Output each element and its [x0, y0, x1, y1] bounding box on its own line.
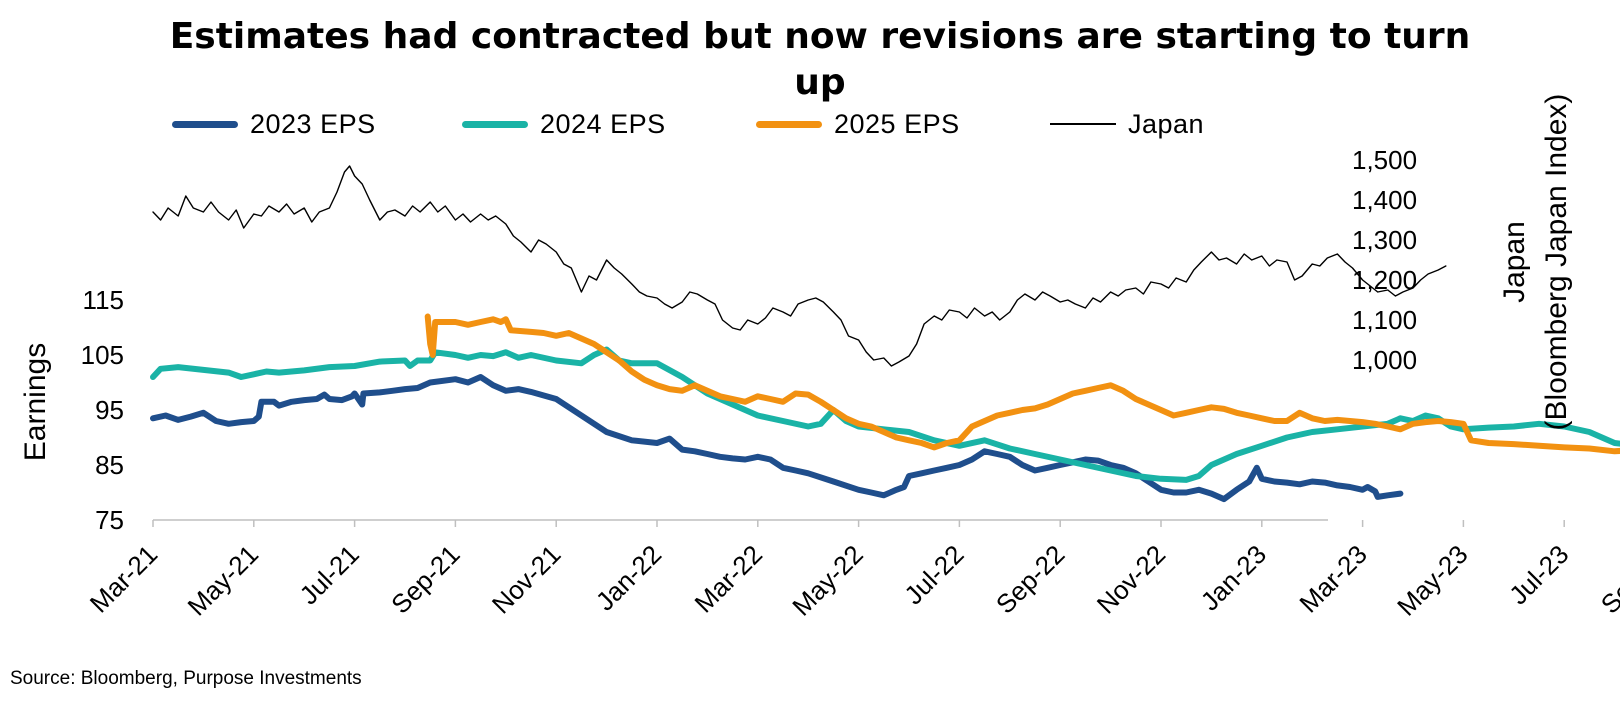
- x-tick-label: Jan-23: [1195, 539, 1272, 616]
- legend-item-japan: Japan: [1050, 104, 1204, 144]
- right-tick-label: 1,500: [1352, 145, 1417, 175]
- x-tick-label: Sep-22: [990, 539, 1070, 619]
- right-tick-label: 1,000: [1352, 345, 1417, 375]
- left-tick-label: 115: [83, 285, 124, 315]
- left-axis-ticks: 75 85 95 105 115: [81, 285, 124, 535]
- left-tick-label: 95: [95, 395, 124, 425]
- legend-label-2025-eps: 2025 EPS: [834, 108, 960, 139]
- series-line-2024-eps: [150, 346, 1620, 483]
- x-tick-label: May-21: [182, 539, 265, 622]
- left-axis-title: Earnings: [19, 343, 52, 461]
- x-tick-label: Jan-22: [590, 539, 667, 616]
- x-tick-label: Mar-22: [689, 539, 768, 618]
- x-tick-label: Jul-22: [898, 539, 969, 610]
- legend-swatch-2024-eps: [462, 120, 528, 128]
- right-tick-label: 1,400: [1352, 185, 1417, 215]
- right-tick-label: 1,300: [1352, 225, 1417, 255]
- x-tick-label: Nov-21: [486, 539, 566, 619]
- series-line-2023-eps: [150, 374, 1404, 503]
- x-tick-label: Mar-23: [1293, 539, 1372, 618]
- series-line-2025-eps: [424, 313, 1620, 455]
- series-layer: [150, 165, 1620, 503]
- x-axis: Mar-21 May-21 Jul-21 Sep-21 Nov-21 Jan-22 Mar-…: [84, 519, 1620, 622]
- right-axis-title-line1: Japan: [1498, 221, 1531, 303]
- legend-item-2025-eps: 2025 EPS: [756, 104, 960, 144]
- legend-item-2024-eps: 2024 EPS: [462, 104, 666, 144]
- legend-swatch-2023-eps: [172, 120, 238, 128]
- legend-swatch-2025-eps: [756, 120, 822, 128]
- x-tick-label: May-22: [786, 539, 869, 622]
- legend-swatch-japan: [1050, 123, 1116, 125]
- x-tick-label: Sep-23: [1595, 539, 1620, 619]
- source-note: Source: Bloomberg, Purpose Investments: [10, 668, 362, 689]
- x-tick-label: May-23: [1391, 539, 1474, 622]
- x-tick-label: Mar-21: [84, 539, 163, 618]
- x-tick-label: Jul-21: [294, 539, 365, 610]
- legend-label-2024-eps: 2024 EPS: [540, 108, 666, 139]
- right-tick-label: 1,100: [1352, 305, 1417, 335]
- right-axis-title-line2: (Bloomberg Japan Index): [1540, 94, 1573, 431]
- legend-item-2023-eps: 2023 EPS: [172, 104, 376, 144]
- x-tick-label: Sep-21: [385, 539, 465, 619]
- legend-label-2023-eps: 2023 EPS: [250, 108, 376, 139]
- chart-title: Estimates had contracted but now revisio…: [169, 16, 1471, 103]
- legend-label-japan: Japan: [1128, 108, 1205, 139]
- x-tick-label: Nov-22: [1091, 539, 1171, 619]
- left-tick-label: 105: [81, 340, 124, 370]
- left-tick-label: 85: [95, 450, 124, 480]
- series-line-japan: [152, 165, 1447, 367]
- left-tick-label: 75: [95, 505, 124, 535]
- x-tick-label: Jul-23: [1503, 539, 1574, 610]
